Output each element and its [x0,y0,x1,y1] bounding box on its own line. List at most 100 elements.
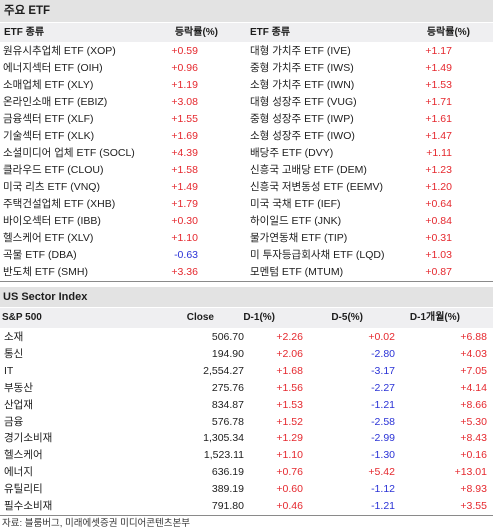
sector-change-d1: +1.56 [276,381,303,394]
sector-close: 194.90 [211,347,244,360]
sector-header-d1: D-1(%) [243,312,275,323]
etf-table-row: 헬스케어 ETF (XLV) +1.10 물가연동채 ETF (TIP) +0.31 [0,230,493,247]
sector-header-d5: D-5(%) [331,312,363,323]
etf-header-name-right: ETF 종류 [250,27,291,38]
etf-change-right: +0.84 [425,215,452,227]
sector-table-row: 경기소비재 1,305.34 +1.29 -2.99 +8.43 [0,430,493,447]
etf-change-right: +0.64 [425,198,452,210]
sector-change-d5: +0.02 [368,331,395,343]
sector-change-d1: +1.53 [276,398,303,411]
sector-close: 1,523.11 [203,449,244,462]
etf-name-right: 배당주 ETF (DVY) [250,147,334,159]
etf-change-left: +4.39 [171,147,198,159]
sector-table-body: 소재 506.70 +2.26 +0.02 +6.88 통신 194.90 +2.06 -2.8… [0,329,493,515]
etf-change-right: +1.11 [426,147,452,159]
sector-name: IT [4,364,14,377]
etf-change-right: +1.71 [425,96,452,108]
sector-table-row: 부동산 275.76 +1.56 -2.27 +4.14 [0,380,493,397]
etf-name-left: 에너지섹터 ETF (OIH) [3,62,103,74]
etf-column-header: ETF 종류 등락률(%) ETF 종류 등락률(%) [0,23,493,42]
etf-change-right: +1.47 [425,130,452,142]
sector-name: 통신 [4,347,24,360]
sector-table-row: IT 2,554.27 +1.68 -3.17 +7.05 [0,363,493,380]
etf-change-right: +0.31 [425,232,452,244]
sector-close: 576.78 [211,415,244,428]
sector-header-d1m: D-1개월(%) [409,312,460,323]
etf-name-left: 금융섹터 ETF (XLF) [3,113,94,125]
sector-title-bar: US Sector Index [0,287,493,307]
sector-name: 산업재 [4,398,33,411]
etf-name-left: 소매업체 ETF (XLY) [3,79,94,91]
sector-column-header: S&P 500 Close D-1(%) D-5(%) D-1개월(%) [0,308,493,328]
etf-name-left: 곡물 ETF (DBA) [3,249,77,261]
etf-table-row: 에너지섹터 ETF (OIH) +0.96 중형 가치주 ETF (IWS) +1.4… [0,60,493,77]
sector-change-d1m: +0.16 [460,449,487,462]
sector-table-row: 통신 194.90 +2.06 -2.80 +4.03 [0,346,493,363]
sector-header-index: S&P 500 [2,312,42,323]
sector-table-row: 헬스케어 1,523.11 +1.10 -1.30 +0.16 [0,447,493,464]
etf-change-left: +3.08 [171,96,198,108]
sector-close: 506.70 [211,331,244,343]
sector-name: 에너지 [4,466,33,479]
sector-change-d5: -3.17 [371,364,395,377]
etf-name-right: 모멘텀 ETF (MTUM) [250,266,344,278]
etf-change-right: +1.49 [425,62,452,74]
etf-change-right: +1.61 [425,113,452,125]
etf-name-right: 미국 국채 ETF (IEF) [250,198,341,210]
etf-table-body: 원유시추업체 ETF (XOP) +0.59 대형 가치주 ETF (IVE) +1.… [0,43,493,281]
sector-table-row: 유틸리티 389.19 +0.60 -1.12 +8.93 [0,481,493,498]
etf-name-left: 온라인소매 ETF (EBIZ) [3,96,108,108]
sector-name: 경기소비재 [4,432,53,445]
etf-change-left: +0.59 [171,45,198,57]
etf-table-row: 금융섹터 ETF (XLF) +1.55 중형 성장주 ETF (IWP) +1.61 [0,111,493,128]
etf-header-change-left: 등락률(%) [174,27,218,38]
etf-table-row: 소매업체 ETF (XLY) +1.19 소형 가치주 ETF (IWN) +1.53 [0,77,493,94]
etf-name-left: 미국 리츠 ETF (VNQ) [3,181,100,193]
sector-change-d1m: +4.14 [460,381,487,394]
etf-name-right: 신흥국 저변동성 ETF (EEMV) [250,181,383,193]
etf-name-right: 하이일드 ETF (JNK) [250,215,342,227]
etf-change-right: +1.03 [425,249,452,261]
etf-table-row: 미국 리츠 ETF (VNQ) +1.49 신흥국 저변동성 ETF (EEMV) +… [0,179,493,196]
sector-change-d5: -1.21 [371,500,395,512]
table-divider [0,515,493,516]
etf-name-left: 클라우드 ETF (CLOU) [3,164,104,176]
sector-name: 필수소비재 [4,500,53,512]
sector-close: 1,305.34 [203,432,244,445]
etf-change-right: +1.20 [425,181,452,193]
sector-close: 834.87 [211,398,244,411]
sector-change-d1: +1.10 [276,449,303,462]
sector-change-d5: -1.21 [371,398,395,411]
etf-name-right: 중형 가치주 ETF (IWS) [250,62,354,74]
sector-change-d5: -2.58 [371,415,395,428]
etf-table-row: 반도체 ETF (SMH) +3.36 모멘텀 ETF (MTUM) +0.87 [0,264,493,281]
etf-change-left: +1.49 [171,181,198,193]
etf-name-right: 미 투자등급회사채 ETF (LQD) [250,249,385,261]
sector-change-d5: -2.80 [371,347,395,360]
etf-table-row: 바이오섹터 ETF (IBB) +0.30 하이일드 ETF (JNK) +0.84 [0,213,493,230]
sector-table-row: 금융 576.78 +1.52 -2.58 +5.30 [0,414,493,431]
etf-change-left: +3.36 [171,266,198,278]
etf-change-left: +1.58 [171,164,198,176]
etf-change-left: +1.55 [171,113,198,125]
sector-table-row: 소재 506.70 +2.26 +0.02 +6.88 [0,329,493,346]
etf-name-right: 대형 가치주 ETF (IVE) [250,45,351,57]
etf-name-left: 소셜미디어 업체 ETF (SOCL) [3,147,135,159]
sector-header-close: Close [186,312,214,323]
etf-table-row: 클라우드 ETF (CLOU) +1.58 신흥국 고배당 ETF (DEM) +1.… [0,162,493,179]
etf-name-left: 기술섹터 ETF (XLK) [3,130,95,142]
sector-change-d1: +0.60 [276,483,303,496]
sector-close: 389.19 [211,483,244,496]
etf-name-right: 대형 성장주 ETF (VUG) [250,96,357,108]
etf-name-right: 신흥국 고배당 ETF (DEM) [250,164,367,176]
sector-name: 부동산 [4,381,33,394]
etf-change-left: +1.79 [171,198,198,210]
sector-change-d1m: +8.93 [460,483,487,496]
etf-name-right: 물가연동채 ETF (TIP) [250,232,348,244]
etf-change-left: +1.19 [171,79,198,91]
table-divider [0,281,493,282]
etf-name-left: 주택건설업체 ETF (XHB) [3,198,116,210]
etf-change-right: +1.53 [425,79,452,91]
sector-change-d5: -2.99 [371,432,395,445]
sector-close: 275.76 [211,381,244,394]
